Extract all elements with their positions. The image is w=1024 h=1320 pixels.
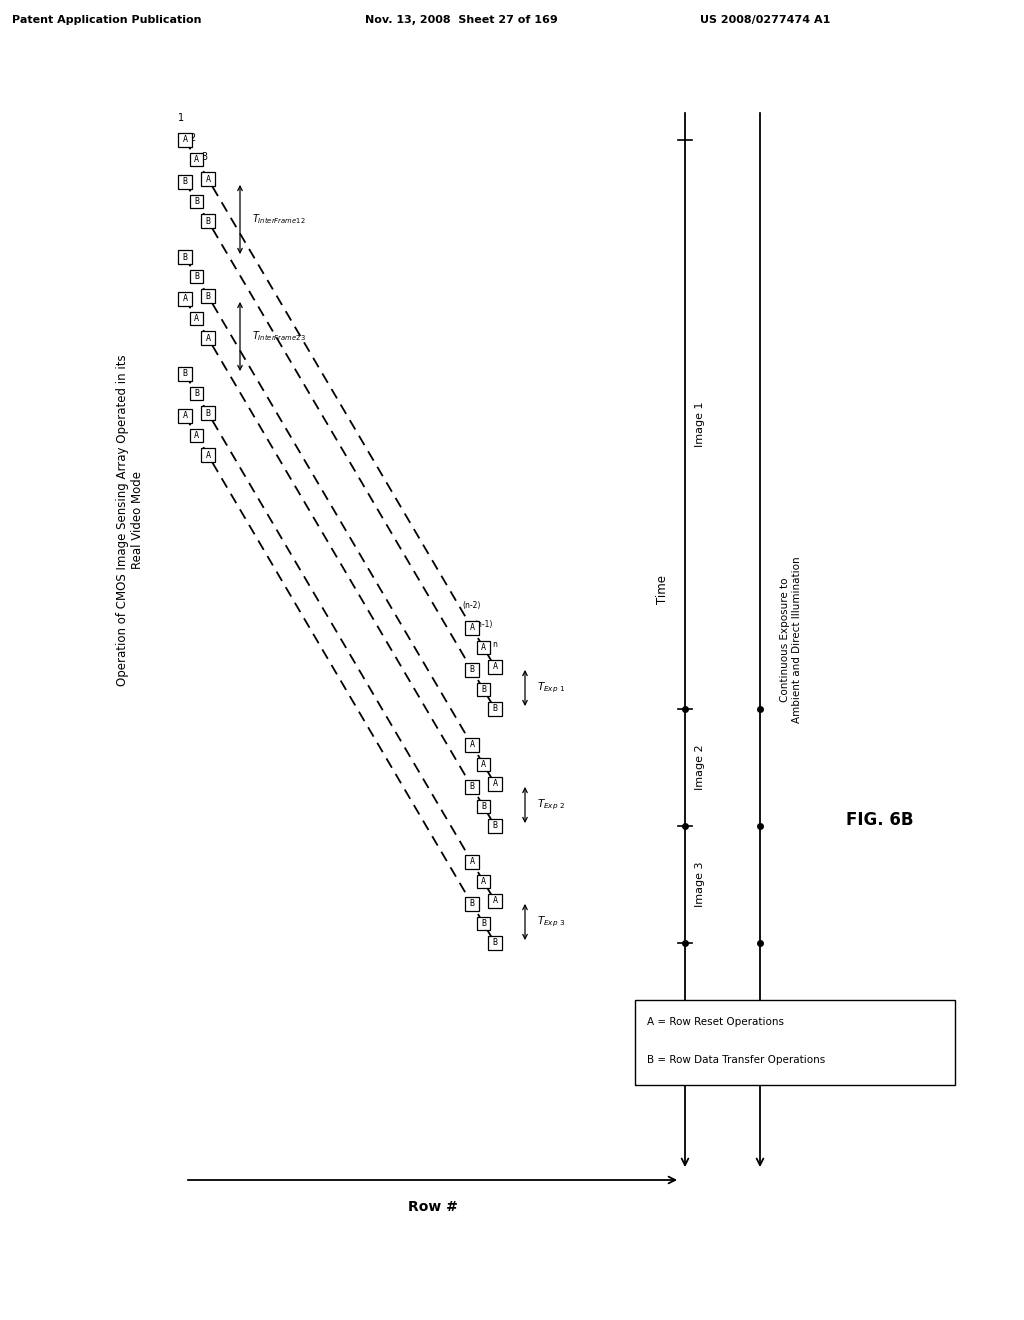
Text: A: A — [481, 643, 486, 652]
Bar — [465, 738, 479, 751]
Text: A: A — [469, 858, 474, 866]
Text: FIG. 6B: FIG. 6B — [846, 810, 913, 829]
Text: A: A — [493, 896, 498, 906]
Bar — [189, 195, 203, 209]
Bar — [202, 214, 215, 228]
Text: B: B — [194, 197, 199, 206]
Bar — [178, 176, 191, 189]
Text: (n-2): (n-2) — [463, 601, 481, 610]
Bar — [488, 820, 502, 833]
Text: A: A — [481, 760, 486, 770]
Text: B: B — [493, 939, 498, 948]
Text: (n-1): (n-1) — [474, 620, 493, 630]
Text: 1: 1 — [178, 114, 184, 123]
Bar — [178, 133, 191, 147]
Text: B: B — [206, 292, 211, 301]
Bar — [189, 269, 203, 284]
Text: Nov. 13, 2008  Sheet 27 of 169: Nov. 13, 2008 Sheet 27 of 169 — [365, 15, 558, 25]
Bar — [488, 777, 502, 791]
Text: Row #: Row # — [408, 1200, 458, 1214]
Bar — [488, 702, 502, 715]
Bar — [202, 289, 215, 302]
Bar — [477, 800, 490, 813]
Text: B: B — [469, 665, 474, 675]
Text: Image 3: Image 3 — [695, 862, 705, 907]
Bar — [178, 292, 191, 306]
Text: B: B — [493, 705, 498, 714]
Text: B = Row Data Transfer Operations: B = Row Data Transfer Operations — [647, 1055, 825, 1065]
Text: A = Row Reset Operations: A = Row Reset Operations — [647, 1016, 784, 1027]
Text: B: B — [481, 803, 486, 810]
Text: A: A — [194, 154, 199, 164]
Bar — [477, 682, 490, 696]
Bar — [465, 855, 479, 869]
Text: B: B — [469, 899, 474, 908]
Text: A: A — [469, 741, 474, 750]
Bar — [178, 409, 191, 422]
Text: B: B — [481, 919, 486, 928]
Text: A: A — [182, 294, 187, 304]
Bar — [189, 387, 203, 400]
Bar — [202, 407, 215, 420]
Bar — [202, 173, 215, 186]
Bar — [178, 251, 191, 264]
Bar — [635, 1001, 955, 1085]
Text: n: n — [493, 640, 498, 649]
Bar — [202, 449, 215, 462]
Text: $T_{InterFrame12}$: $T_{InterFrame12}$ — [252, 213, 305, 227]
Text: B: B — [206, 409, 211, 417]
Text: US 2008/0277474 A1: US 2008/0277474 A1 — [700, 15, 830, 25]
Bar — [465, 622, 479, 635]
Text: B: B — [469, 783, 474, 792]
Text: B: B — [493, 821, 498, 830]
Bar — [465, 898, 479, 911]
Text: A: A — [182, 136, 187, 144]
Bar — [477, 875, 490, 888]
Bar — [189, 312, 203, 325]
Text: Time: Time — [656, 576, 670, 605]
Text: Operation of CMOS Image Sensing Array Operated in its
Real Video Mode: Operation of CMOS Image Sensing Array Op… — [116, 354, 144, 686]
Bar — [477, 758, 490, 771]
Text: A: A — [481, 876, 486, 886]
Bar — [465, 780, 479, 793]
Text: $T_{InterFrame23}$: $T_{InterFrame23}$ — [252, 330, 306, 343]
Text: A: A — [194, 432, 199, 440]
Bar — [202, 331, 215, 345]
Text: Image 1: Image 1 — [695, 401, 705, 447]
Text: B: B — [194, 272, 199, 281]
Text: $T_{Exp\ 1}$: $T_{Exp\ 1}$ — [537, 681, 565, 696]
Text: A: A — [206, 450, 211, 459]
Bar — [465, 663, 479, 677]
Text: B: B — [182, 252, 187, 261]
Text: $T_{Exp\ 3}$: $T_{Exp\ 3}$ — [537, 915, 565, 929]
Text: 2: 2 — [189, 132, 196, 143]
Text: A: A — [469, 623, 474, 632]
Bar — [477, 916, 490, 931]
Text: 3: 3 — [201, 152, 207, 162]
Text: B: B — [481, 685, 486, 694]
Bar — [178, 367, 191, 380]
Bar — [189, 429, 203, 442]
Text: Image 2: Image 2 — [695, 744, 705, 791]
Text: A: A — [206, 174, 211, 183]
Text: A: A — [182, 412, 187, 421]
Text: $T_{Exp\ 2}$: $T_{Exp\ 2}$ — [537, 797, 565, 812]
Text: A: A — [493, 780, 498, 788]
Text: A: A — [194, 314, 199, 323]
Bar — [477, 640, 490, 655]
Text: B: B — [206, 216, 211, 226]
Bar — [488, 936, 502, 950]
Text: Continuous Exposure to
Ambient and Direct Illumination: Continuous Exposure to Ambient and Direc… — [780, 557, 802, 723]
Text: B: B — [182, 370, 187, 379]
Text: A: A — [493, 663, 498, 672]
Bar — [189, 153, 203, 166]
Bar — [488, 660, 502, 673]
Text: B: B — [194, 389, 199, 399]
Text: Patent Application Publication: Patent Application Publication — [12, 15, 202, 25]
Text: A: A — [206, 334, 211, 343]
Text: B: B — [182, 177, 187, 186]
Bar — [488, 894, 502, 908]
